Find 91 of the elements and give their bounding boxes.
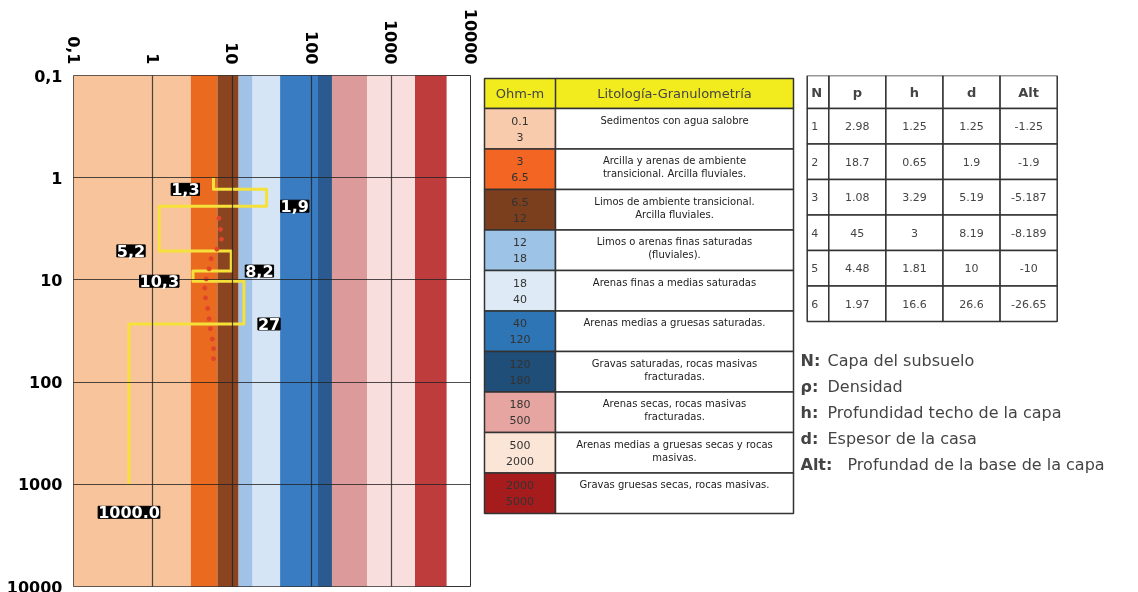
- y-tick-label: 0,1: [34, 66, 63, 86]
- text: 180: [509, 373, 531, 387]
- text: Limos de ambiente transicional. Arcilla fluviales.: [594, 195, 755, 220]
- data-label: -1.25: [1014, 120, 1043, 134]
- text: Arenas secas, rocas masivas fracturadas.: [602, 398, 747, 423]
- text: 120: [509, 357, 531, 371]
- data-label: 5,2: [116, 241, 146, 261]
- data-label: 1.25: [959, 120, 984, 134]
- data-label: 27: [257, 314, 281, 334]
- text: Ohm-m: [495, 86, 545, 101]
- data-label: -8.189: [1010, 226, 1047, 240]
- text: 500: [509, 438, 531, 452]
- data-label: 10,3: [139, 272, 180, 292]
- data-label: 0.65: [902, 155, 927, 169]
- text: Arcilla y arenas de ambiente transicional. Arcilla fluviales.: [602, 155, 747, 180]
- data-label: 45: [850, 226, 865, 240]
- x-tick-label: 1: [142, 53, 162, 65]
- data-label: -5.187: [1010, 191, 1047, 205]
- text: 18: [513, 276, 527, 290]
- data-label: 4.48: [845, 262, 870, 276]
- text: 12: [513, 236, 527, 249]
- data-label: 3: [910, 226, 918, 240]
- data-label: 10: [964, 262, 979, 276]
- data-label: 1000.0: [98, 503, 160, 523]
- text: 40: [513, 292, 527, 306]
- data-label: 1.25: [902, 120, 927, 134]
- x-tick-label: 0,1: [63, 36, 83, 65]
- text: h: Profundidad techo de la capa: [800, 403, 1062, 422]
- text: 120: [509, 333, 531, 346]
- text: 40: [513, 317, 527, 330]
- data-label: 2.98: [845, 120, 870, 134]
- text: 180: [509, 398, 531, 411]
- y-tick-label: 100: [29, 373, 63, 393]
- text: 6.5: [511, 195, 529, 209]
- text: 12: [513, 211, 527, 225]
- text: 5000: [506, 495, 534, 508]
- y-tick-label: 5: [811, 262, 819, 276]
- text: Alt: Profundad de la base de la capa: [800, 455, 1105, 474]
- data-label: 8,2: [245, 262, 274, 282]
- x-tick-label: 10000: [460, 8, 480, 65]
- text: Gravas gruesas secas, rocas masivas.: [579, 479, 770, 490]
- x-tick-label: p: [852, 84, 863, 100]
- x-tick-label: 100: [301, 31, 321, 65]
- y-tick-label: 6: [811, 297, 819, 311]
- y-tick-label: 1: [811, 120, 819, 134]
- data-label: 1.97: [845, 297, 870, 311]
- data-label: 1.08: [845, 191, 870, 205]
- x-tick-label: Alt: [1018, 84, 1040, 100]
- text: 3: [516, 155, 524, 168]
- text: 500: [509, 414, 531, 427]
- text: Gravas saturadas, rocas masivas fracturadas.: [591, 357, 758, 382]
- text: 0.1: [511, 114, 529, 128]
- x-tick-label: h: [909, 84, 920, 100]
- text: Limos o arenas finas saturadas (fluviales).: [596, 236, 753, 261]
- data-label: 5.19: [959, 191, 984, 205]
- data-label: 3.29: [902, 191, 927, 205]
- text: d: Espesor de la casa: [800, 429, 977, 448]
- x-tick-label: 1000: [381, 19, 401, 65]
- data-label: -10: [1019, 262, 1038, 276]
- y-tick-label: 1000: [17, 475, 63, 495]
- data-label: 1,3: [171, 180, 200, 200]
- text: N: Capa del subsuelo: [800, 351, 975, 370]
- x-tick-label: d: [966, 84, 977, 100]
- y-tick-label: 4: [811, 226, 819, 240]
- text: 3: [516, 130, 524, 144]
- text: 18: [513, 252, 527, 265]
- data-label: 1,9: [280, 197, 309, 217]
- data-label: -26.65: [1010, 297, 1047, 311]
- text: Litología-Granulometría: [597, 86, 752, 101]
- data-label: 8.19: [959, 226, 984, 240]
- text: 6.5: [511, 171, 529, 184]
- text: 2000: [506, 479, 534, 492]
- y-tick-label: 10: [40, 270, 63, 290]
- text: Arenas medias a gruesas saturadas.: [583, 317, 766, 328]
- data-label: 16.6: [902, 297, 927, 311]
- y-tick-label: 3: [811, 191, 819, 205]
- text: Sedimentos con agua salobre: [600, 114, 749, 126]
- data-label: -1.9: [1017, 155, 1040, 169]
- data-label: 1.9: [962, 155, 981, 169]
- text: Arenas medias a gruesas secas y rocas masivas.: [576, 438, 773, 463]
- data-label: 1.81: [902, 262, 927, 276]
- text: Arenas finas a medias saturadas: [592, 276, 757, 288]
- y-tick-label: 2: [811, 155, 819, 169]
- text: ρ: Densidad: [800, 377, 903, 396]
- y-tick-label: 1: [51, 168, 63, 188]
- y-tick-label: 10000: [6, 577, 63, 592]
- data-label: 26.6: [959, 297, 984, 311]
- x-tick-label: 10: [222, 42, 242, 65]
- data-label: 18.7: [845, 155, 870, 169]
- y-axis-title: N: [811, 84, 823, 100]
- text: 2000: [506, 454, 534, 468]
